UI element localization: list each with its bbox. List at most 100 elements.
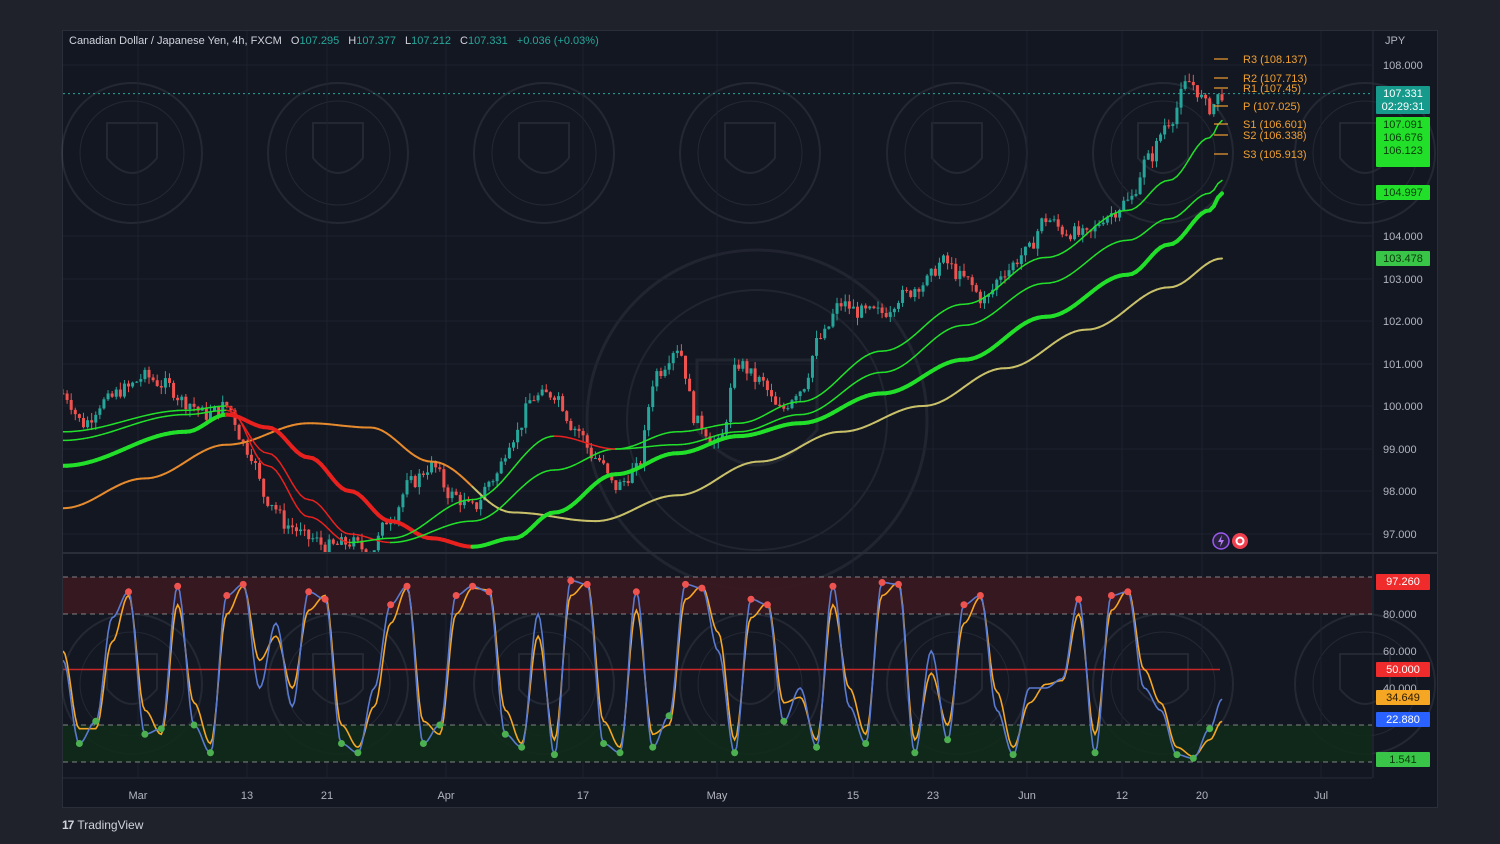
candle-body[interactable] xyxy=(245,443,249,455)
candle-body[interactable] xyxy=(1195,85,1199,98)
candle-body[interactable] xyxy=(688,378,692,392)
candle-body[interactable] xyxy=(1028,242,1032,247)
candle-body[interactable] xyxy=(876,307,880,309)
tradingview-logo[interactable]: 17 TradingView xyxy=(62,818,143,832)
candle-body[interactable] xyxy=(982,296,986,304)
candle-body[interactable] xyxy=(1097,224,1101,226)
candle-body[interactable] xyxy=(327,539,331,552)
candle-body[interactable] xyxy=(163,378,167,388)
candle-body[interactable] xyxy=(1015,262,1019,265)
candle-body[interactable] xyxy=(176,397,180,401)
candle-body[interactable] xyxy=(1003,276,1007,278)
candle-body[interactable] xyxy=(577,428,581,431)
candle-body[interactable] xyxy=(364,549,368,556)
candle-body[interactable] xyxy=(1052,219,1056,221)
candle-body[interactable] xyxy=(155,380,159,386)
candle-body[interactable] xyxy=(86,420,90,428)
candle-body[interactable] xyxy=(565,411,569,421)
candle-body[interactable] xyxy=(225,401,229,407)
candle-body[interactable] xyxy=(552,397,556,400)
candle-body[interactable] xyxy=(1032,242,1036,249)
candle-body[interactable] xyxy=(258,462,262,479)
candle-body[interactable] xyxy=(102,399,106,409)
candle-body[interactable] xyxy=(270,505,274,507)
candle-body[interactable] xyxy=(528,400,532,404)
candle-body[interactable] xyxy=(409,476,413,481)
candle-body[interactable] xyxy=(765,380,769,391)
candle-body[interactable] xyxy=(1138,177,1142,195)
candle-body[interactable] xyxy=(356,537,360,541)
candle-body[interactable] xyxy=(397,507,401,521)
candle-body[interactable] xyxy=(708,436,712,444)
candle-body[interactable] xyxy=(946,255,950,264)
candle-body[interactable] xyxy=(880,307,884,314)
candle-body[interactable] xyxy=(1093,225,1097,232)
candle-body[interactable] xyxy=(369,555,372,557)
candle-body[interactable] xyxy=(1130,195,1134,200)
candle-body[interactable] xyxy=(413,476,417,488)
candle-body[interactable] xyxy=(122,383,126,397)
candle-body[interactable] xyxy=(802,389,806,392)
candle-body[interactable] xyxy=(1085,228,1089,230)
candle-body[interactable] xyxy=(561,396,565,412)
candle-body[interactable] xyxy=(921,285,925,292)
candle-body[interactable] xyxy=(65,393,69,400)
candle-body[interactable] xyxy=(1044,218,1048,223)
candle-body[interactable] xyxy=(278,509,282,511)
candle-body[interactable] xyxy=(888,312,892,317)
candle-body[interactable] xyxy=(286,525,290,529)
candle-body[interactable] xyxy=(487,481,491,487)
candle-body[interactable] xyxy=(684,355,688,379)
candle-body[interactable] xyxy=(958,270,962,280)
candle-body[interactable] xyxy=(856,306,860,318)
candle-body[interactable] xyxy=(1200,94,1204,98)
candle-body[interactable] xyxy=(110,393,114,397)
candle-body[interactable] xyxy=(208,411,212,420)
candle-body[interactable] xyxy=(335,543,339,545)
candle-body[interactable] xyxy=(1019,255,1023,265)
candle-body[interactable] xyxy=(892,308,896,313)
candle-body[interactable] xyxy=(1220,94,1224,101)
candle-body[interactable] xyxy=(810,355,814,378)
candle-body[interactable] xyxy=(770,390,774,397)
candle-body[interactable] xyxy=(1126,199,1130,201)
candle-body[interactable] xyxy=(62,393,65,395)
candle-body[interactable] xyxy=(462,499,466,506)
candle-body[interactable] xyxy=(139,379,143,382)
candle-body[interactable] xyxy=(376,535,380,551)
candle-body[interactable] xyxy=(331,539,335,544)
candle-body[interactable] xyxy=(753,368,757,382)
candle-body[interactable] xyxy=(749,368,753,374)
candle-body[interactable] xyxy=(1118,209,1122,218)
candle-body[interactable] xyxy=(172,382,176,398)
candle-body[interactable] xyxy=(303,529,307,531)
symbol-legend[interactable]: Canadian Dollar / Japanese Yen, 4h, FXCM… xyxy=(69,35,599,47)
ema-200-line[interactable] xyxy=(63,257,1223,523)
candle-body[interactable] xyxy=(511,442,515,448)
candle-body[interactable] xyxy=(1077,226,1081,235)
candle-body[interactable] xyxy=(630,468,634,483)
candle-body[interactable] xyxy=(114,389,118,397)
candle-body[interactable] xyxy=(282,510,286,529)
candle-body[interactable] xyxy=(729,387,733,423)
candle-body[interactable] xyxy=(69,399,73,410)
candle-body[interactable] xyxy=(659,371,663,376)
candle-body[interactable] xyxy=(610,473,614,481)
candle-body[interactable] xyxy=(90,420,94,423)
candle-body[interactable] xyxy=(253,461,257,463)
candle-body[interactable] xyxy=(135,381,139,383)
candle-body[interactable] xyxy=(417,473,421,488)
candle-body[interactable] xyxy=(942,255,946,263)
candle-body[interactable] xyxy=(344,537,348,545)
candle-body[interactable] xyxy=(868,306,872,309)
candle-body[interactable] xyxy=(569,420,573,431)
candle-body[interactable] xyxy=(757,376,761,382)
candle-body[interactable] xyxy=(626,481,630,483)
candle-body[interactable] xyxy=(503,458,507,462)
candle-body[interactable] xyxy=(634,463,638,469)
candle-body[interactable] xyxy=(970,277,974,286)
candle-body[interactable] xyxy=(421,473,425,475)
candle-body[interactable] xyxy=(1142,159,1146,178)
oscillator-plot[interactable] xyxy=(63,577,1223,762)
